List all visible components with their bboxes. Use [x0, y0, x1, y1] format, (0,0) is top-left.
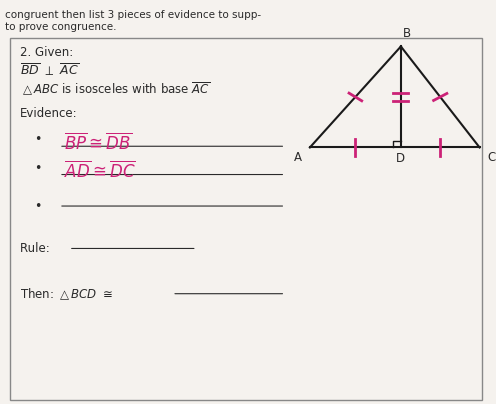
Text: D: D: [396, 152, 405, 165]
Text: A: A: [294, 151, 302, 164]
Text: to prove congruence.: to prove congruence.: [5, 22, 117, 32]
Text: congruent then list 3 pieces of evidence to supp-: congruent then list 3 pieces of evidence…: [5, 10, 261, 20]
Text: $\overline{BP}\cong\overline{DB}$: $\overline{BP}\cong\overline{DB}$: [64, 133, 132, 154]
Text: •: •: [34, 133, 42, 146]
Text: B: B: [403, 27, 411, 40]
Text: $\overline{AD}\cong\overline{DC}$: $\overline{AD}\cong\overline{DC}$: [64, 160, 136, 181]
Text: 2. Given:: 2. Given:: [20, 46, 73, 59]
Bar: [10, 38, 482, 400]
Text: Evidence:: Evidence:: [20, 107, 77, 120]
Text: •: •: [34, 200, 42, 213]
Text: C: C: [488, 151, 496, 164]
Text: Then: $\triangle BCD\ \cong$: Then: $\triangle BCD\ \cong$: [20, 287, 116, 302]
Text: Rule:: Rule:: [20, 242, 53, 255]
Text: •: •: [34, 162, 42, 175]
Text: $\overline{BD}\ \perp\ \overline{AC}$: $\overline{BD}\ \perp\ \overline{AC}$: [20, 63, 79, 79]
Text: $\triangle ABC$ is isosceles with base $\overline{AC}$: $\triangle ABC$ is isosceles with base $…: [20, 81, 210, 98]
